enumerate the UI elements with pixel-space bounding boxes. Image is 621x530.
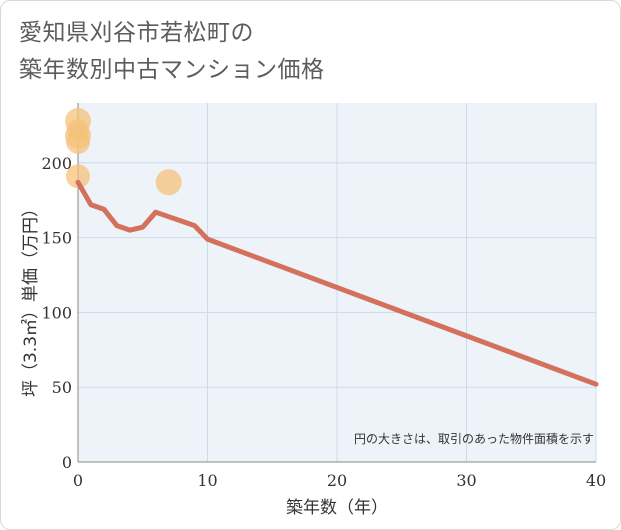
x-tick-label: 20 xyxy=(327,471,347,490)
bubble-size-note: 円の大きさは、取引のあった物件面積を示す xyxy=(354,431,594,446)
x-axis-title: 築年数（年） xyxy=(286,498,388,518)
chart-title: 愛知県刈谷市若松町の 築年数別中古マンション価格 xyxy=(19,15,325,89)
y-tick-labels: 0 50 100 150 200 xyxy=(41,154,72,472)
x-tick-label: 40 xyxy=(586,471,606,490)
average-price-line xyxy=(75,179,599,387)
y-tick-label: 100 xyxy=(41,303,72,322)
y-tick-label: 0 xyxy=(62,453,72,472)
y-axis-title: 坪（3.3㎡）単価（万円） xyxy=(21,200,41,397)
grid-lines xyxy=(77,103,597,463)
chart-title-line-2: 築年数別中古マンション価格 xyxy=(19,57,325,83)
y-tick-label: 150 xyxy=(41,229,72,248)
x-tick-label: 10 xyxy=(197,471,217,490)
bubble-point xyxy=(155,169,182,196)
y-tick-label: 50 xyxy=(52,378,72,397)
x-tick-label: 0 xyxy=(73,471,83,490)
bubble-point xyxy=(66,129,90,154)
bubble-point xyxy=(66,164,90,189)
chart-title-line-1: 愛知県刈谷市若松町の xyxy=(19,20,254,46)
y-tick-label: 200 xyxy=(41,154,72,173)
x-tick-labels: 0 10 20 30 40 xyxy=(73,471,606,490)
bubble-series xyxy=(65,107,182,196)
x-tick-label: 30 xyxy=(456,471,476,490)
